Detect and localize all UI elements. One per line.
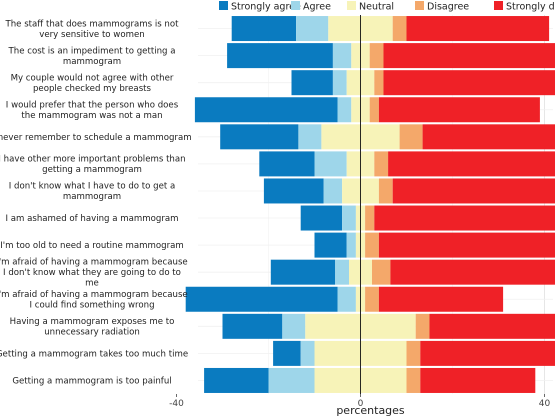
bar-segment: [388, 151, 555, 177]
legend-swatch: [291, 1, 300, 10]
category-labels: The staff that does mammograms is not ver…: [0, 19, 192, 386]
legend-swatch: [219, 1, 228, 10]
bar-segment: [399, 124, 423, 150]
category-label: I never remember to schedule a mammogram: [0, 133, 192, 143]
legend-label: Agree: [303, 2, 331, 13]
legend-label: Neutral: [359, 2, 394, 13]
category-label: Getting a mammogram is too painful: [12, 376, 171, 386]
bar-segment: [378, 232, 555, 258]
category-label: My couple would not agree with other peop…: [11, 73, 174, 94]
category-label: I'm afraid of having a mammogram because…: [0, 290, 188, 311]
bar-segment: [220, 124, 299, 150]
x-tick-label: 0: [358, 399, 364, 409]
x-tick-label: 40: [539, 399, 551, 409]
legend-swatch: [347, 1, 356, 10]
bar-segment: [420, 367, 536, 393]
category-label: Getting a mammogram takes too much time: [0, 349, 188, 359]
bar-segment: [270, 259, 336, 285]
legend-swatch: [494, 1, 503, 10]
bar-segment: [374, 205, 555, 231]
bar-segment: [390, 259, 555, 285]
category-label: The staff that does mammograms is not ver…: [4, 19, 179, 39]
category-label: I am ashamed of having a mammogram: [5, 214, 178, 224]
bar-segment: [365, 205, 375, 231]
bar-segment: [335, 259, 349, 285]
bar-segment: [383, 43, 555, 69]
bar-segment: [369, 97, 379, 123]
bar-segment: [300, 205, 343, 231]
category-label: I'm afraid of having a mammogram because…: [0, 258, 188, 289]
bar-segment: [378, 97, 540, 123]
bar-segment: [372, 259, 391, 285]
bar-segment: [222, 313, 283, 339]
bar-segment: [378, 286, 504, 312]
bar-segment: [422, 124, 555, 150]
bar-segment: [291, 70, 333, 96]
bar-segment: [227, 43, 333, 69]
bar-segment: [337, 286, 356, 312]
category-label: I have other more important problems tha…: [0, 155, 186, 176]
bar-segment: [314, 232, 347, 258]
bar-segment: [346, 232, 356, 258]
bar-segment: [332, 43, 352, 69]
category-label: Having a mammogram exposes me to unnecess…: [10, 317, 175, 338]
bar-segment: [323, 178, 343, 204]
bar-segment: [314, 151, 347, 177]
bar-segment: [273, 340, 301, 366]
bar-segment: [365, 286, 379, 312]
category-label: The cost is an impediment to getting a ma…: [8, 46, 176, 67]
x-axis-ticks: -4004080: [169, 394, 551, 409]
bars: [185, 15, 555, 394]
legend-label: Strongly agree: [231, 2, 301, 13]
bar-segment: [259, 151, 315, 177]
bar-segment: [337, 97, 352, 123]
bar-segment: [204, 367, 269, 393]
legend-swatch: [415, 1, 424, 10]
x-tick-label: -40: [169, 399, 184, 409]
category-label: I would prefer that the person who does t…: [6, 101, 179, 122]
bar-segment: [332, 70, 347, 96]
category-label: I'm too old to need a routine mammogram: [0, 241, 184, 251]
bar-segment: [369, 43, 384, 69]
legend-label: Disagree: [427, 2, 469, 13]
bar-segment: [374, 151, 389, 177]
bar-segment: [378, 178, 393, 204]
x-axis-title: percentages: [336, 404, 405, 417]
bar-segment: [406, 340, 421, 366]
legend-label: Strongly disagree: [506, 2, 555, 13]
bar-segment: [282, 313, 306, 339]
bar-segment: [392, 16, 407, 42]
bar-segment: [185, 286, 338, 312]
bar-segment: [429, 313, 555, 339]
bar-segment: [392, 178, 555, 204]
bar-segment: [194, 97, 338, 123]
bar-segment: [365, 232, 379, 258]
bar-segment: [268, 367, 315, 393]
bar-segment: [415, 313, 430, 339]
bar-segment: [406, 367, 421, 393]
bar-segment: [300, 340, 315, 366]
bar-segment: [406, 16, 550, 42]
bar-segment: [374, 70, 384, 96]
bar-segment: [383, 70, 555, 96]
bar-segment: [298, 124, 322, 150]
bar-segment: [231, 16, 297, 42]
bar-segment: [420, 340, 555, 366]
bar-segment: [342, 205, 356, 231]
bar-segment: [263, 178, 324, 204]
bar-segment: [296, 16, 329, 42]
legend: Strongly agree Agree Neutral Disagree Strong…: [219, 1, 555, 13]
